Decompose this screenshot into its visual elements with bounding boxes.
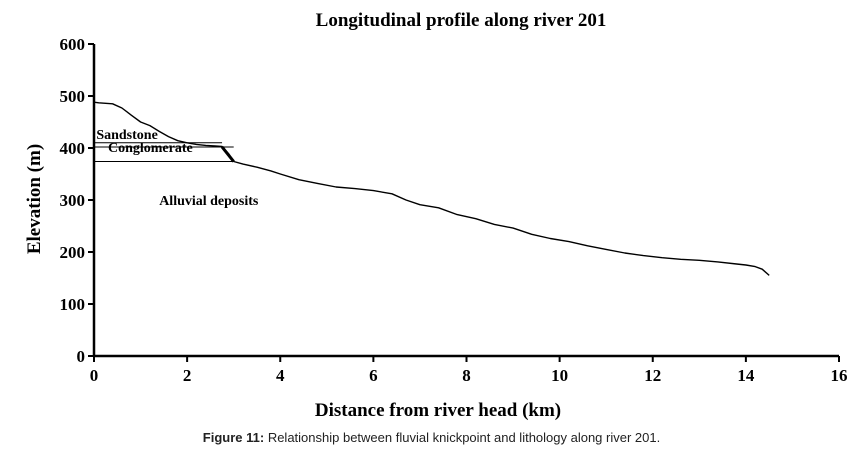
x-tick-label: 14 — [737, 366, 755, 385]
y-axis-label: Elevation (m) — [24, 144, 45, 254]
y-tick-label: 500 — [60, 87, 86, 106]
profile-line — [93, 101, 770, 276]
annotation-label: Alluvial deposits — [159, 194, 259, 209]
y-tick-label: 0 — [77, 347, 86, 366]
lithology-layer-lines — [94, 142, 234, 163]
annotation-label: Sandstone — [96, 128, 157, 143]
chart-axes: 0 2 4 6 8 10 12 14 16 0 100 200 300 400 500 600 — [60, 35, 848, 385]
y-tick-label: 600 — [60, 35, 86, 54]
profile-series — [93, 101, 770, 276]
y-tick-label: 100 — [60, 295, 86, 314]
chart-figure: Longitudinal profile along river 201 0 2 4… — [24, 10, 848, 421]
x-tick-label: 10 — [551, 366, 568, 385]
x-tick-label: 12 — [644, 366, 661, 385]
figure-caption-text: Relationship between fluvial knickpoint … — [267, 430, 661, 445]
x-tick-label: 4 — [276, 366, 285, 385]
x-tick-label: 2 — [183, 366, 192, 385]
figure-caption-label: Figure 11: — [202, 430, 265, 445]
x-tick-label: 6 — [369, 366, 378, 385]
y-tick-label: 200 — [60, 243, 86, 262]
x-axis-label: Distance from river head (km) — [315, 400, 561, 421]
knickpoint-segment — [220, 146, 235, 163]
y-tick-label: 300 — [60, 191, 86, 210]
figure-caption: Figure 11: Relationship between fluvial … — [0, 430, 863, 445]
chart-title: Longitudinal profile along river 201 — [316, 10, 607, 31]
x-tick-label: 0 — [90, 366, 99, 385]
annotation-label: Conglomerate — [108, 141, 193, 156]
y-tick-label: 400 — [60, 139, 86, 158]
x-tick-label: 16 — [831, 366, 848, 385]
x-tick-label: 8 — [462, 366, 471, 385]
